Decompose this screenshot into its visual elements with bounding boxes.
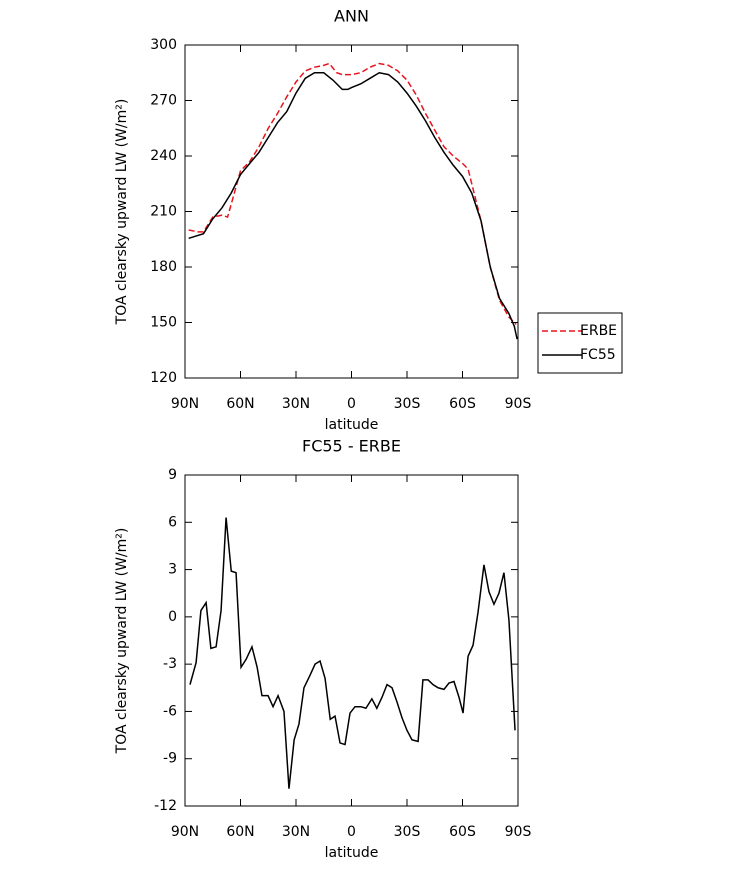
x-tick-label: 60N bbox=[226, 824, 254, 840]
y-tick-label: -12 bbox=[154, 798, 177, 814]
y-tick-label: 180 bbox=[150, 259, 177, 275]
y-tick-label: 240 bbox=[150, 148, 177, 164]
data-line bbox=[188, 62, 517, 325]
y-tick-label: 210 bbox=[150, 204, 177, 220]
legend-label: ERBE bbox=[580, 323, 617, 339]
plot-frame bbox=[184, 474, 519, 807]
y-tick-label: 3 bbox=[168, 562, 177, 578]
y-tick-label: -9 bbox=[163, 751, 177, 767]
x-axis-label: latitude bbox=[325, 417, 379, 433]
x-tick-label: 60N bbox=[226, 396, 254, 412]
y-tick-label: -6 bbox=[163, 703, 177, 719]
x-tick-label: 0 bbox=[347, 824, 356, 840]
x-tick-label: 30S bbox=[394, 824, 421, 840]
y-tick-label: 150 bbox=[150, 315, 177, 331]
y-tick-label: 120 bbox=[150, 370, 177, 386]
legend-box bbox=[537, 312, 623, 374]
chart-title: ANN bbox=[334, 7, 369, 26]
x-tick-label: 30N bbox=[282, 396, 310, 412]
x-axis-label: latitude bbox=[325, 845, 379, 861]
x-tick-label: 90N bbox=[171, 396, 199, 412]
data-line bbox=[189, 517, 516, 789]
y-tick-label: 9 bbox=[168, 467, 177, 483]
y-tick-label: 270 bbox=[150, 93, 177, 109]
y-tick-label: 300 bbox=[150, 37, 177, 53]
x-tick-label: 0 bbox=[347, 396, 356, 412]
x-tick-label: 90S bbox=[505, 396, 532, 412]
y-tick-label: 6 bbox=[168, 514, 177, 530]
x-tick-label: 90S bbox=[505, 824, 532, 840]
x-tick-label: 30S bbox=[394, 396, 421, 412]
x-tick-label: 60S bbox=[449, 396, 476, 412]
y-tick-label: -3 bbox=[163, 656, 177, 672]
x-tick-label: 60S bbox=[449, 824, 476, 840]
x-tick-label: 30N bbox=[282, 824, 310, 840]
y-axis-label: TOA clearsky upward LW (W/m²) bbox=[114, 528, 130, 755]
y-tick-label: 0 bbox=[168, 609, 177, 625]
data-line bbox=[188, 71, 518, 340]
chart-title: FC55 - ERBE bbox=[302, 437, 401, 456]
legend-label: FC55 bbox=[580, 347, 616, 363]
x-tick-label: 90N bbox=[171, 824, 199, 840]
y-axis-label: TOA clearsky upward LW (W/m²) bbox=[114, 99, 130, 326]
plot-frame bbox=[184, 44, 519, 379]
